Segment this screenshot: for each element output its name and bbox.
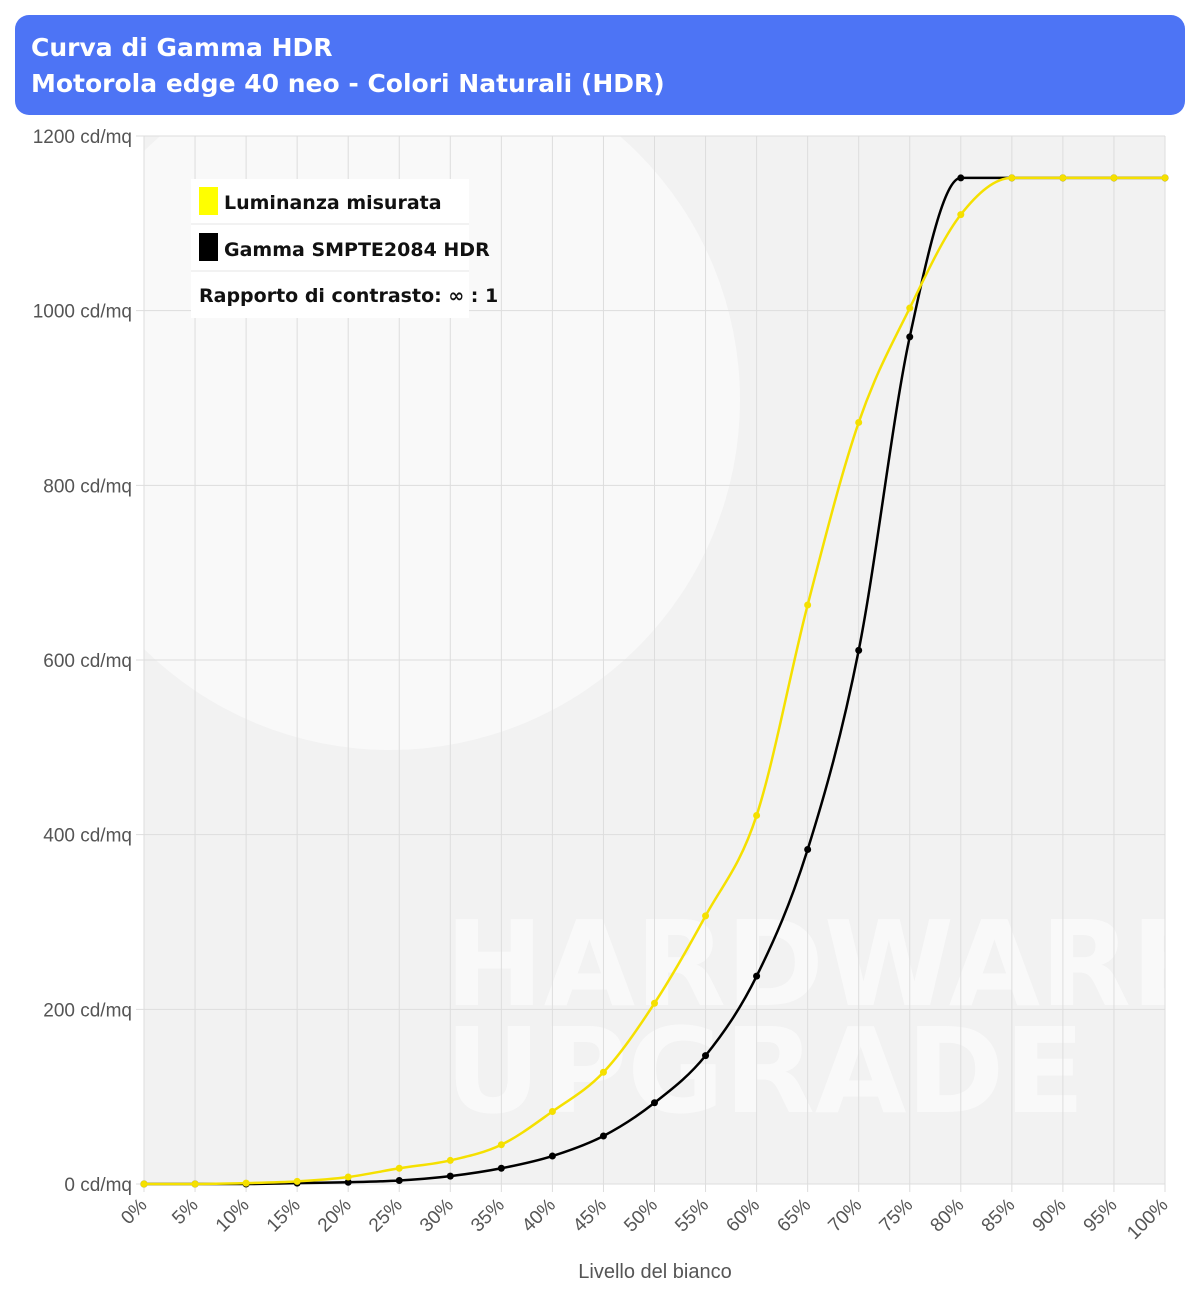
data-point-gamma bbox=[548, 1152, 556, 1160]
data-point-gamma bbox=[702, 1052, 710, 1060]
x-axis-ticks: 0% 5% 10% 15% 20% 25% 30% 35% 40% 45% 50% 55% 60% 65%… bbox=[117, 1195, 1172, 1244]
data-point-luminance bbox=[599, 1068, 607, 1076]
x-tick-label: 5% bbox=[168, 1195, 202, 1229]
x-tick-label: 90% bbox=[1029, 1195, 1071, 1237]
legend-label-gamma: Gamma SMPTE2084 HDR bbox=[224, 239, 490, 261]
x-tick-label: 85% bbox=[978, 1195, 1020, 1237]
legend-label-luminance: Luminanza misurata bbox=[224, 192, 442, 214]
data-point-luminance bbox=[1059, 174, 1067, 182]
legend: Luminanza misurata Gamma SMPTE2084 HDR R… bbox=[191, 179, 498, 318]
data-point-luminance bbox=[804, 601, 812, 609]
x-tick-label: 40% bbox=[518, 1195, 560, 1237]
x-tick-label: 15% bbox=[263, 1195, 305, 1237]
data-point-luminance bbox=[548, 1108, 556, 1116]
y-tick-label: 200 cd/mq bbox=[43, 1000, 132, 1021]
y-tick-label: 800 cd/mq bbox=[43, 476, 132, 497]
y-tick-label: 1200 cd/mq bbox=[33, 127, 132, 148]
data-point-luminance bbox=[906, 304, 914, 312]
data-point-gamma bbox=[599, 1132, 607, 1140]
data-point-luminance bbox=[702, 912, 710, 920]
y-tick-label: 600 cd/mq bbox=[43, 651, 132, 672]
x-tick-label: 35% bbox=[467, 1195, 509, 1237]
x-axis-label: Livello del bianco bbox=[578, 1261, 731, 1283]
data-point-luminance bbox=[1161, 174, 1169, 182]
y-tick-label: 1000 cd/mq bbox=[33, 302, 132, 323]
x-tick-label: 50% bbox=[620, 1195, 662, 1237]
data-point-luminance bbox=[293, 1177, 301, 1185]
data-point-luminance bbox=[242, 1179, 250, 1187]
data-point-luminance bbox=[1110, 174, 1118, 182]
data-point-gamma bbox=[651, 1099, 658, 1107]
data-point-luminance bbox=[855, 418, 863, 426]
data-point-gamma bbox=[855, 646, 863, 654]
legend-box bbox=[191, 179, 469, 318]
watermark-circle bbox=[144, 136, 740, 750]
data-point-luminance bbox=[753, 811, 761, 819]
chart-subtitle: Motorola edge 40 neo - Colori Naturali (… bbox=[31, 69, 665, 98]
data-point-luminance bbox=[395, 1164, 403, 1172]
x-tick-label: 20% bbox=[314, 1195, 356, 1237]
data-point-luminance bbox=[446, 1156, 454, 1164]
data-point-gamma bbox=[804, 846, 812, 854]
data-point-gamma bbox=[497, 1164, 505, 1172]
x-tick-label: 10% bbox=[212, 1195, 254, 1237]
series-line-gamma bbox=[144, 176, 1165, 1186]
x-tick-label: 95% bbox=[1080, 1195, 1122, 1237]
legend-swatch-gamma bbox=[199, 233, 218, 261]
data-point-luminance bbox=[1008, 174, 1016, 182]
series-luminance bbox=[140, 174, 1169, 1188]
data-point-luminance bbox=[957, 211, 965, 219]
data-point-gamma bbox=[446, 1172, 454, 1180]
legend-contrast-ratio: Rapporto di contrasto: ∞ : 1 bbox=[199, 285, 498, 307]
watermark-line1: HARDWARE bbox=[445, 895, 1200, 1033]
x-tick-label: 100% bbox=[1123, 1195, 1172, 1244]
data-point-luminance bbox=[344, 1173, 352, 1181]
data-point-gamma bbox=[957, 174, 965, 182]
x-tick-label: 70% bbox=[824, 1195, 866, 1237]
y-axis-ticks: 0 cd/mq 200 cd/mq 400 cd/mq 600 cd/mq 800 cd… bbox=[33, 127, 132, 1196]
data-point-gamma bbox=[753, 972, 761, 980]
data-point-luminance bbox=[191, 1180, 199, 1188]
y-tick-label: 400 cd/mq bbox=[43, 826, 132, 847]
data-point-gamma bbox=[395, 1177, 403, 1185]
data-point-gamma bbox=[344, 1178, 352, 1186]
x-tick-label: 65% bbox=[773, 1195, 815, 1237]
x-tick-label: 80% bbox=[927, 1195, 969, 1237]
x-tick-label: 75% bbox=[876, 1195, 918, 1237]
chart-title: Curva di Gamma HDR bbox=[31, 33, 333, 62]
x-tick-label: 60% bbox=[722, 1195, 764, 1237]
data-point-luminance bbox=[497, 1141, 505, 1149]
x-tick-label: 0% bbox=[117, 1195, 151, 1229]
legend-swatch-luminance bbox=[199, 187, 218, 215]
data-point-luminance bbox=[140, 1180, 148, 1188]
x-tick-label: 25% bbox=[365, 1195, 407, 1237]
x-tick-label: 55% bbox=[671, 1195, 713, 1237]
watermark-line2: UPGRADE bbox=[445, 1002, 1085, 1140]
chart-header: Curva di Gamma HDR Motorola edge 40 neo … bbox=[15, 15, 1185, 115]
y-tick-label: 0 cd/mq bbox=[64, 1175, 132, 1196]
x-tick-label: 45% bbox=[569, 1195, 611, 1237]
x-tick-label: 30% bbox=[416, 1195, 458, 1237]
data-point-gamma bbox=[906, 333, 914, 341]
data-point-luminance bbox=[651, 999, 658, 1007]
series-group bbox=[140, 174, 1169, 1188]
